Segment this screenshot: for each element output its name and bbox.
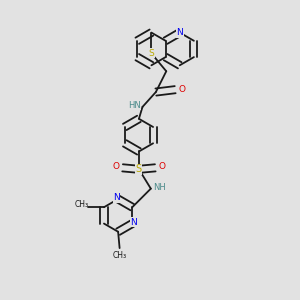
Text: N: N <box>130 218 137 226</box>
Text: O: O <box>158 162 165 171</box>
Text: S: S <box>136 164 142 174</box>
Text: CH₃: CH₃ <box>75 200 89 209</box>
Text: S: S <box>148 49 154 58</box>
Text: NH: NH <box>153 183 166 192</box>
Text: O: O <box>112 162 119 171</box>
Text: N: N <box>113 193 120 202</box>
Text: O: O <box>178 85 185 94</box>
Text: HN: HN <box>128 100 140 109</box>
Text: CH₃: CH₃ <box>112 251 127 260</box>
Text: N: N <box>176 28 183 37</box>
